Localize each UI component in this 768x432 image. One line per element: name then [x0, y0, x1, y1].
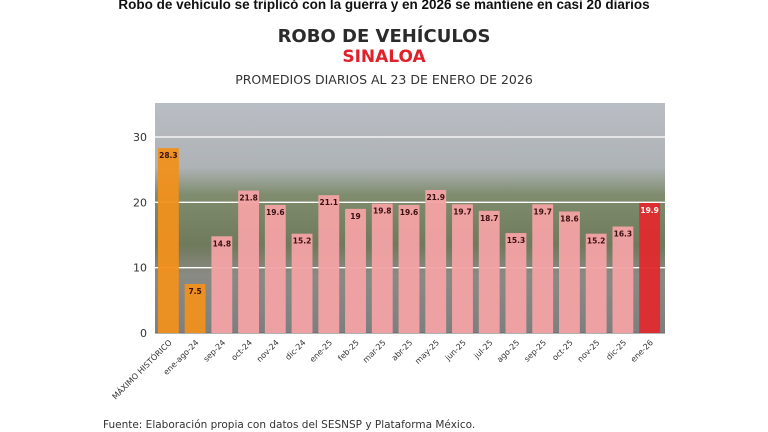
data-label: 15.2 — [293, 237, 312, 246]
data-label: 19.7 — [533, 207, 552, 216]
data-label: 15.3 — [507, 236, 526, 245]
data-label: 21.9 — [426, 193, 445, 202]
x-tick-label: feb-25 — [336, 338, 361, 363]
bar — [264, 204, 286, 333]
data-label: 19.6 — [266, 208, 285, 217]
x-tick-label: jul-25 — [472, 338, 495, 361]
source-note: Fuente: Elaboración propia con datos del… — [103, 419, 476, 431]
data-label: 14.8 — [213, 239, 232, 248]
data-label: 19.7 — [453, 207, 472, 216]
x-tick-label: nov-25 — [576, 338, 602, 364]
data-label: 18.7 — [480, 214, 499, 223]
x-tick-label: sep-24 — [202, 338, 228, 364]
bar — [398, 204, 420, 333]
bar — [318, 195, 340, 333]
data-label: 7.5 — [188, 287, 201, 296]
data-label: 19.6 — [400, 208, 419, 217]
bar — [639, 202, 661, 333]
data-label: 19.8 — [373, 207, 392, 216]
data-label: 15.2 — [587, 237, 606, 246]
data-label: 21.1 — [320, 198, 339, 207]
x-tick-label: dic-25 — [604, 338, 628, 362]
bar — [585, 233, 607, 333]
bar — [211, 236, 233, 333]
bar — [425, 189, 447, 333]
bar — [371, 203, 393, 333]
data-label: 21.8 — [239, 194, 258, 203]
bar — [238, 190, 260, 333]
headline: Robo de vehículo se triplicó con la guer… — [118, 0, 650, 12]
x-tick-label: mar-25 — [361, 338, 388, 365]
bar — [184, 284, 206, 333]
y-tick-label: 0 — [140, 327, 147, 340]
bar — [478, 210, 500, 333]
x-tick-label: oct-25 — [550, 338, 574, 362]
data-label: 18.6 — [560, 214, 579, 223]
x-tick-label: may-25 — [413, 338, 441, 366]
x-tick-label: sep-25 — [522, 338, 548, 364]
bar — [345, 208, 366, 333]
y-tick-label: 10 — [133, 262, 147, 275]
chart-subtitle-region: SINALOA — [342, 47, 426, 67]
chart-subtitle: PROMEDIOS DIARIOS AL 23 DE ENERO DE 2026 — [235, 72, 533, 87]
x-tick-label: dic-24 — [284, 338, 308, 362]
bar — [612, 226, 634, 333]
data-label: 19 — [350, 212, 360, 221]
x-tick-label: oct-24 — [230, 338, 254, 362]
bar — [452, 204, 473, 333]
y-tick-label: 30 — [133, 131, 147, 144]
data-label: 16.3 — [614, 230, 633, 239]
chart-title: ROBO DE VEHÍCULOS — [277, 26, 491, 47]
bar — [291, 233, 313, 333]
x-tick-label: ago-25 — [495, 338, 521, 364]
x-tick-label: ene-25 — [308, 338, 334, 364]
data-label: 28.3 — [159, 151, 178, 160]
x-tick-label: abr-25 — [390, 338, 415, 363]
bar — [157, 148, 179, 333]
y-tick-label: 20 — [133, 196, 147, 209]
bar — [505, 233, 527, 333]
x-tick-label: ene-26 — [629, 338, 655, 364]
bar — [532, 204, 554, 333]
x-tick-label: nov-24 — [255, 338, 281, 364]
data-label: 19.9 — [640, 206, 659, 215]
x-tick-label: jun-25 — [443, 338, 468, 363]
bar — [558, 211, 580, 333]
